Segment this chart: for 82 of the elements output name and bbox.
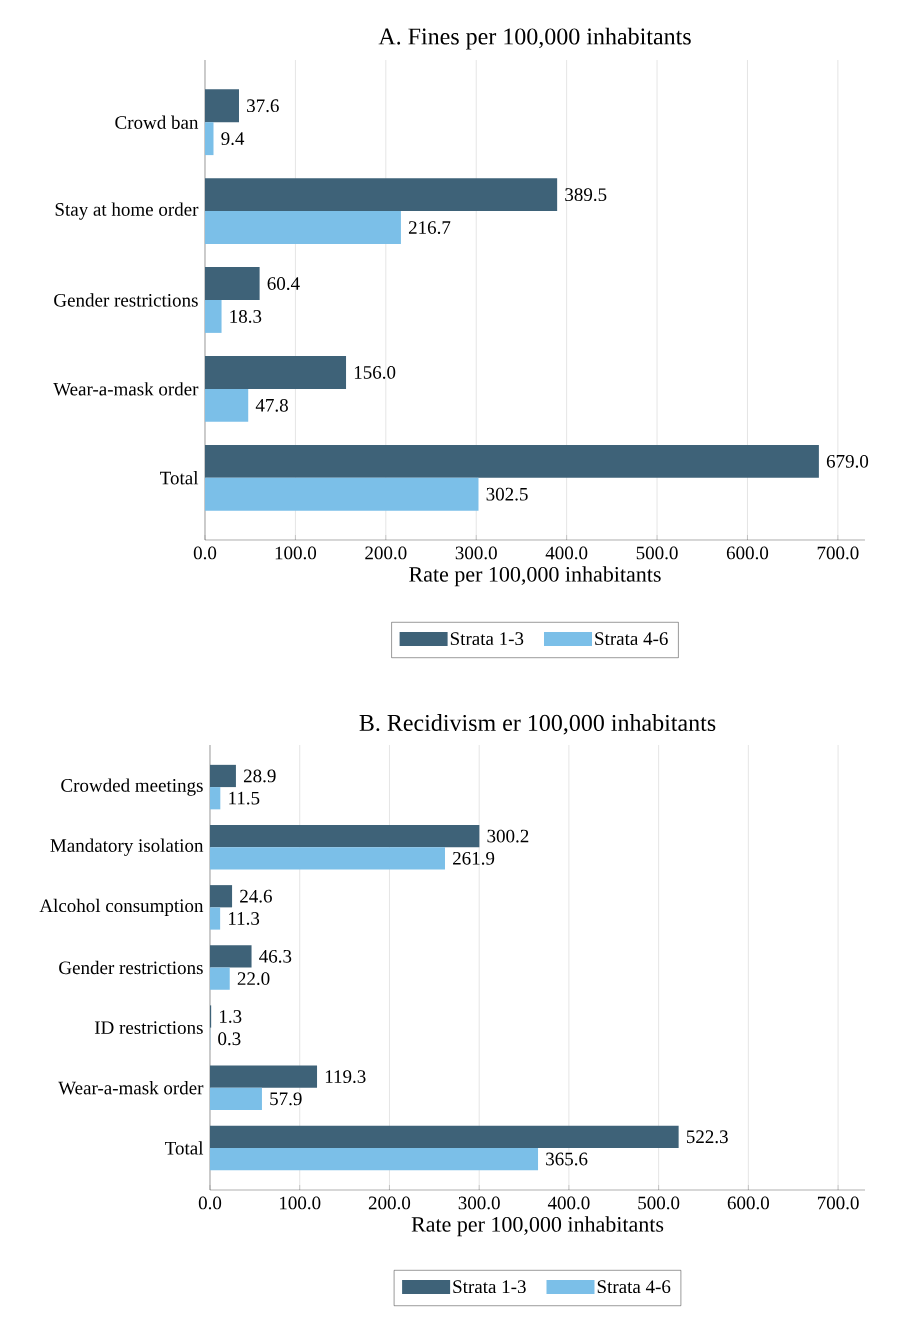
bar [210, 907, 221, 930]
data-label: 46.3 [259, 949, 292, 963]
y-tick-label: Stay at home order [55, 202, 199, 220]
data-label: 24.6 [240, 889, 272, 903]
data-label: 261.9 [453, 851, 495, 865]
bar [205, 178, 558, 212]
data-label: 28.9 [243, 769, 276, 783]
bar [210, 1087, 262, 1111]
data-label: 11.3 [229, 912, 260, 925]
data-label: 1.3 [220, 1010, 242, 1023]
x-tick-label: 100.0 [280, 1196, 321, 1210]
data-label: 37.6 [247, 99, 279, 113]
data-label: 365.6 [546, 1152, 588, 1166]
data-label: 119.3 [325, 1070, 366, 1084]
bar [205, 444, 819, 478]
y-tick-label: Alcohol consumption [39, 898, 204, 916]
data-label: 389.5 [565, 188, 607, 202]
chart-title: B. Recidivism er 100,000 inhabitants [359, 714, 716, 735]
y-tick-label: Mandatory isolation [50, 838, 204, 856]
x-tick-label: 100.0 [275, 546, 317, 560]
x-axis-title: Rate per 100,000 inhabitants [411, 1216, 664, 1237]
x-tick-label: 400.0 [547, 1196, 590, 1210]
data-label: 60.4 [267, 277, 300, 290]
data-label: 300.2 [487, 829, 529, 843]
bar [205, 388, 249, 422]
y-tick-label: Wear-a-mask order [58, 1081, 204, 1095]
legend-label: Strata 4-6 [597, 1280, 671, 1294]
bar [205, 122, 214, 156]
data-label: 522.3 [686, 1130, 728, 1144]
bar [210, 764, 236, 788]
data-label: 679.0 [826, 454, 869, 468]
bar [205, 267, 260, 300]
x-tick-label: 600.0 [727, 1196, 769, 1210]
bar [205, 356, 347, 389]
x-tick-label: 700.0 [817, 546, 859, 560]
y-tick-label: Wear-a-mask order [53, 382, 199, 396]
y-tick-label: ID restrictions [94, 1021, 203, 1035]
bar [210, 885, 233, 908]
bar [205, 477, 479, 511]
y-tick-label: Total [160, 471, 199, 485]
x-tick-label: 600.0 [726, 546, 769, 560]
bar [210, 967, 230, 990]
data-label: 216.7 [408, 221, 451, 234]
data-label: 11.5 [229, 791, 260, 805]
x-tick-label: 200.0 [365, 546, 407, 560]
x-tick-label: 500.0 [636, 546, 678, 560]
bar [210, 1125, 679, 1148]
bar [210, 945, 252, 968]
x-axis-title: Rate per 100,000 inhabitants [409, 566, 661, 587]
data-label: 9.4 [221, 132, 245, 146]
x-tick-label: 300.0 [455, 546, 497, 560]
bar [210, 1147, 539, 1171]
data-label: 47.8 [255, 398, 288, 412]
bar [205, 89, 239, 123]
x-tick-label: 500.0 [638, 1196, 680, 1210]
bar [210, 1065, 318, 1088]
data-label: 57.9 [270, 1092, 302, 1106]
x-tick-label: 0.0 [193, 546, 217, 560]
bar [210, 787, 221, 810]
data-label: 22.0 [237, 972, 270, 986]
x-tick-label: 700.0 [817, 1196, 859, 1210]
y-tick-label: Crowded meetings [61, 778, 203, 796]
x-tick-label: 0.0 [198, 1196, 222, 1210]
legend-label: Strata 1-3 [453, 1280, 526, 1294]
bar [210, 847, 445, 870]
bar [205, 300, 222, 333]
y-tick-label: Total [165, 1141, 204, 1155]
x-tick-label: 400.0 [545, 546, 588, 560]
y-tick-label: Gender restrictions [54, 293, 198, 307]
chart-title: A. Fines per 100,000 inhabitants [378, 27, 691, 50]
data-label: 0.3 [218, 1032, 241, 1046]
y-tick-label: Crowd ban [115, 115, 199, 129]
x-tick-label: 200.0 [368, 1196, 411, 1210]
legend-label: Strata 1-3 [450, 632, 524, 646]
data-label: 156.0 [354, 366, 396, 379]
bar [210, 824, 480, 848]
y-tick-label: Gender restrictions [59, 960, 203, 975]
legend-label: Strata 4-6 [595, 632, 668, 646]
x-tick-label: 300.0 [458, 1196, 500, 1210]
bar [205, 211, 401, 244]
data-label: 18.3 [230, 310, 262, 323]
data-label: 302.5 [486, 487, 528, 501]
